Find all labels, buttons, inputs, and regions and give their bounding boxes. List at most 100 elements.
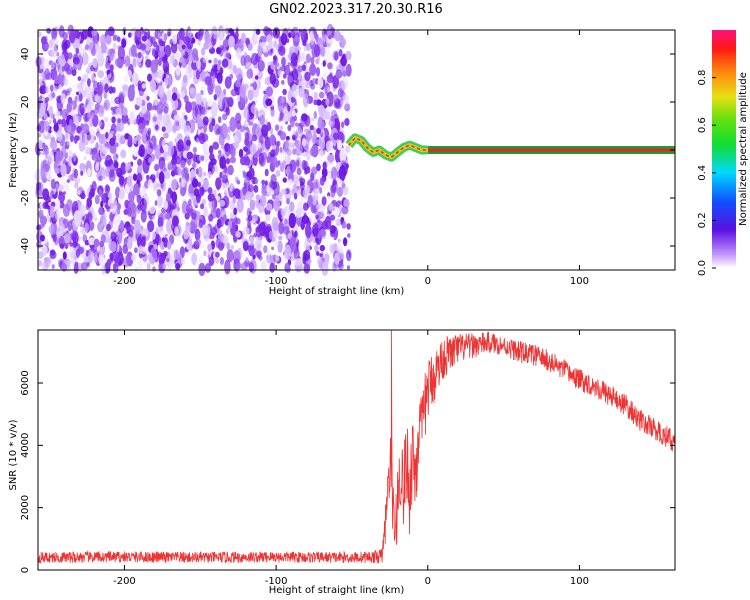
spectrogram-noise-blob xyxy=(64,62,70,72)
spectrogram-noise-blob xyxy=(78,93,83,102)
spectrogram-noise-blob xyxy=(226,242,231,250)
spectrogram-noise-blob xyxy=(332,132,339,141)
spectrogram-noise-blob xyxy=(224,259,231,275)
spectrogram-noise-blob xyxy=(51,264,55,269)
spectrogram-noise-blob xyxy=(319,244,325,252)
spectrogram-noise-blob xyxy=(318,104,325,118)
spectrogram-noise-blob xyxy=(291,68,299,81)
spectrogram-noise-blob xyxy=(225,52,231,59)
spectrogram-noise-blob xyxy=(254,178,259,185)
spectrogram-noise-blob xyxy=(260,260,267,272)
spectrogram-noise-blob xyxy=(321,47,326,56)
spectrogram-noise-blob xyxy=(315,214,319,220)
spectrogram-noise-blob xyxy=(43,120,50,132)
spectrogram-noise-blob xyxy=(158,252,166,264)
spectrogram-noise-blob xyxy=(176,165,181,174)
spectrogram-noise-blob xyxy=(190,193,195,200)
spectrogram-noise-blob xyxy=(58,184,64,192)
spectrogram-noise-blob xyxy=(200,203,205,210)
spectrogram-noise-blob xyxy=(104,56,108,63)
spectrogram-noise-blob xyxy=(318,150,324,160)
spectrogram-noise-blob xyxy=(107,48,115,62)
spectrogram-noise-blob xyxy=(44,43,50,50)
spectrogram-noise-blob xyxy=(289,201,295,212)
spectrogram-noise-blob xyxy=(347,265,350,270)
spectrogram-noise-blob xyxy=(253,184,259,193)
spectrogram-noise-blob xyxy=(235,79,241,88)
spectrogram-noise-blob xyxy=(325,98,330,106)
spectrogram-noise-blob xyxy=(238,148,244,158)
spectrogram-noise-blob xyxy=(105,131,109,139)
spectrogram-noise-blob xyxy=(199,237,207,250)
spectrogram-noise-blob xyxy=(236,179,241,185)
spectrogram-noise-blob xyxy=(72,113,78,123)
spectrogram-noise-blob xyxy=(43,58,51,71)
spectrogram-noise-blob xyxy=(316,99,322,106)
spectrogram-noise-blob xyxy=(121,38,127,49)
spectrogram-noise-blob xyxy=(213,94,218,101)
spectrogram-noise-blob xyxy=(281,150,288,164)
spectrogram-noise-blob xyxy=(197,166,203,178)
spectrogram-noise-blob xyxy=(266,34,272,44)
spectrogram-noise-blob xyxy=(39,202,44,209)
spectrogram-noise-blob xyxy=(163,33,168,41)
spectrogram-noise-blob xyxy=(296,167,302,176)
spectrogram-noise-blob xyxy=(292,184,298,195)
spectrogram-noise-blob xyxy=(114,256,121,263)
colorbar-label: Normalized spectral amplitude xyxy=(738,72,749,226)
spectrogram-noise-blob xyxy=(346,249,352,262)
spectrogram-noise-blob xyxy=(84,146,91,155)
spectrogram-noise-blob xyxy=(277,70,282,77)
spectrogram-noise-blob xyxy=(330,189,336,198)
spectrogram-noise-blob xyxy=(53,118,57,125)
spectrogram-noise-blob xyxy=(109,64,114,72)
spectrogram-noise-blob xyxy=(337,186,343,197)
spectrogram-noise-blob xyxy=(151,105,155,111)
spectrogram-noise-blob xyxy=(87,111,94,120)
spectrogram-noise-blob xyxy=(124,183,130,195)
spectrogram-noise-blob xyxy=(213,123,221,136)
spectrogram-noise-blob xyxy=(194,228,201,241)
snr-y-ticks: 0 2000 4000 6000 xyxy=(20,370,675,573)
spectrogram-noise-blob xyxy=(290,52,298,67)
spectrogram-noise-blob xyxy=(59,243,65,249)
spectrogram-noise-blob xyxy=(326,195,330,200)
spectrogram-noise-blob xyxy=(49,110,54,120)
spectrogram-noise-blob xyxy=(200,47,206,56)
spectrogram-noise-blob xyxy=(86,132,91,141)
spectrogram-noise-blob xyxy=(156,101,164,115)
spectrogram-noise-blob xyxy=(98,120,102,127)
spectrogram-noise-blob xyxy=(164,55,168,61)
spectrogram-noise-blob xyxy=(85,85,93,101)
spectrogram-noise-blob xyxy=(84,44,89,51)
spectrogram-noise-blob xyxy=(273,221,279,232)
spectrogram-noise-blob xyxy=(51,27,57,41)
spectrogram-noise-blob xyxy=(277,130,281,136)
spectrogram-noise-blob xyxy=(120,124,124,132)
spectrogram-noise-blob xyxy=(255,194,261,201)
spectrogram-noise-blob xyxy=(195,92,202,106)
spectrogram-noise-blob xyxy=(273,197,280,212)
spectrogram-noise-blob xyxy=(150,79,156,93)
spectrogram-noise-blob xyxy=(55,211,61,221)
spectrogram-noise-blob xyxy=(128,229,134,238)
spectrogram-noise-blob xyxy=(137,148,145,157)
spectrogram-noise-blob xyxy=(106,258,112,268)
spectrogram-noise-blob xyxy=(283,64,291,76)
spectrogram-noise-blob xyxy=(332,94,339,102)
spectrogram-noise-blob xyxy=(254,35,258,42)
spectrogram-noise-blob xyxy=(175,263,181,270)
spectrogram-noise-blob xyxy=(287,124,292,132)
spectrogram-noise-blob xyxy=(181,50,186,56)
spectrogram-noise-blob xyxy=(173,52,181,59)
spectrogram-noise-blob xyxy=(125,255,129,260)
spectrogram-noise-blob xyxy=(99,240,104,248)
spectrogram-noise-blob xyxy=(329,225,336,234)
spectrogram-noise-blob xyxy=(289,236,297,251)
spectrogram-noise-blob xyxy=(192,152,197,163)
spectrogram-noise-blob xyxy=(331,166,337,181)
spectrogram-noise-blob xyxy=(245,257,249,263)
spectrogram-noise-blob xyxy=(137,158,142,167)
spectrogram-noise-blob xyxy=(202,116,209,126)
